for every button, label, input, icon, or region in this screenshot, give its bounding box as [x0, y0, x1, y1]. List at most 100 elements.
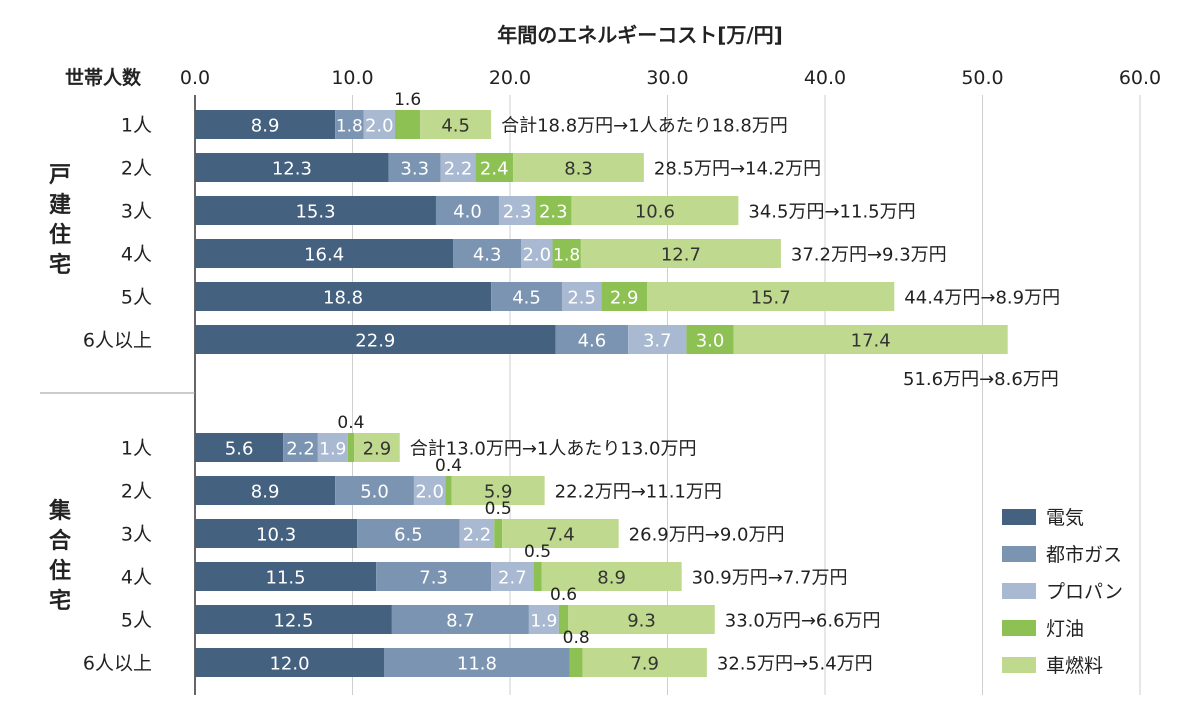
- legend-swatch: [1002, 657, 1036, 673]
- data-label: 7.4: [546, 525, 575, 546]
- data-label: 4.0: [453, 202, 482, 223]
- bar-segment: [347, 433, 355, 462]
- row-label: 5人: [121, 287, 152, 309]
- bars: 8.9 1.8 2.01.64.512.3 3.3 2.2 2.4 8.315.3 4.0 2.…: [195, 90, 1008, 677]
- row-summary: 26.9万円→9.0万円: [629, 525, 785, 546]
- legend-swatch: [1002, 583, 1036, 599]
- row-label: 1人: [121, 438, 152, 460]
- legend-label: プロパン: [1046, 581, 1123, 603]
- data-label: 15.3: [295, 202, 335, 223]
- data-label: 11.8: [457, 654, 497, 675]
- bar-segment: [195, 433, 284, 462]
- row-label: 3人: [121, 201, 152, 223]
- data-label: 0.8: [563, 628, 590, 648]
- data-label: 16.4: [304, 245, 344, 266]
- row-summary: 32.5万円→5.4万円: [717, 654, 873, 675]
- data-label: 0.4: [337, 413, 364, 433]
- group-name-char: 宅: [49, 588, 71, 614]
- legend-label: 車燃料: [1046, 655, 1103, 677]
- row-label: 3人: [121, 524, 152, 546]
- data-label: 12.7: [661, 245, 701, 266]
- legend-label: 都市ガス: [1046, 544, 1122, 566]
- bar-segment: [420, 110, 492, 139]
- bar-segment: [363, 110, 396, 139]
- data-label: 2.0: [365, 116, 394, 137]
- x-tick-label: 20.0: [489, 67, 531, 89]
- data-label: 12.5: [273, 611, 313, 632]
- data-label: 8.7: [446, 611, 475, 632]
- data-label: 8.9: [251, 116, 280, 137]
- bar-segment: [569, 648, 583, 677]
- data-label: 8.3: [564, 159, 593, 180]
- data-label: 2.3: [539, 202, 568, 223]
- bar-segment: [453, 239, 522, 268]
- bar-segment: [533, 562, 542, 591]
- bar-segment: [435, 196, 499, 225]
- data-label: 0.5: [485, 499, 512, 519]
- row-label: 2人: [121, 158, 152, 180]
- row-label: 4人: [121, 567, 152, 589]
- bar-segment: [555, 325, 629, 354]
- data-label: 7.9: [630, 654, 659, 675]
- bar-segment: [445, 476, 452, 505]
- data-label: 4.3: [473, 245, 502, 266]
- bar-segment: [528, 605, 559, 634]
- data-label: 2.3: [503, 202, 532, 223]
- bar-segment: [459, 519, 495, 548]
- data-label: 18.8: [323, 288, 363, 309]
- bar-segment: [491, 282, 562, 311]
- bar-segment: [491, 562, 534, 591]
- data-label: 3.3: [400, 159, 429, 180]
- data-label: 2.5: [567, 288, 596, 309]
- bar-segment: [440, 153, 476, 182]
- row-summary: 37.2万円→9.3万円: [791, 245, 947, 266]
- data-label: 8.9: [597, 568, 626, 589]
- data-label: 1.8: [553, 246, 580, 266]
- chart-title: 年間のエネルギーコスト[万/円]: [497, 23, 783, 47]
- data-label: 9.3: [627, 611, 656, 632]
- group-name-char: 宅: [49, 252, 71, 278]
- data-label: 5.6: [225, 439, 254, 460]
- data-label: 4.6: [578, 331, 607, 352]
- row-summary: 合計18.8万円→1人あたり18.8万円: [501, 116, 788, 137]
- legend-swatch: [1002, 546, 1036, 562]
- bar-segment: [601, 282, 648, 311]
- bar-segment: [571, 196, 739, 225]
- group-name-char: 合: [49, 528, 72, 554]
- bar-segment: [195, 282, 492, 311]
- bar-segment: [384, 648, 570, 677]
- bar-segment: [195, 153, 389, 182]
- data-label: 5.9: [484, 482, 513, 503]
- x-tick-label: 50.0: [961, 67, 1003, 89]
- bar-segment: [317, 433, 348, 462]
- legend-swatch: [1002, 509, 1036, 525]
- data-label: 10.6: [635, 202, 675, 223]
- bar-segment: [195, 605, 392, 634]
- data-label: 22.9: [355, 331, 395, 352]
- row-label: 5人: [121, 610, 152, 632]
- data-label: 2.0: [522, 245, 551, 266]
- bar-segment: [582, 648, 707, 677]
- bar-segment: [395, 110, 421, 139]
- bar-segment: [413, 476, 446, 505]
- bar-segment: [376, 562, 492, 591]
- bar-segment: [558, 605, 569, 634]
- row-label: 6人以上: [83, 330, 152, 352]
- data-label: 1.6: [394, 90, 421, 110]
- bar-segment: [502, 519, 619, 548]
- data-label: 3.7: [643, 331, 672, 352]
- data-label: 2.9: [363, 439, 392, 460]
- bar-segment: [541, 562, 682, 591]
- data-label: 2.0: [415, 482, 444, 503]
- bar-segment: [535, 196, 572, 225]
- row-summary: 30.9万円→7.7万円: [692, 568, 848, 589]
- data-label: 0.6: [550, 585, 577, 605]
- x-tick-label: 0.0: [180, 67, 210, 89]
- data-label: 1.9: [319, 440, 346, 460]
- x-tick-label: 30.0: [646, 67, 688, 89]
- bar-segment: [475, 153, 514, 182]
- data-label: 8.9: [251, 482, 280, 503]
- bar-segment: [195, 648, 384, 677]
